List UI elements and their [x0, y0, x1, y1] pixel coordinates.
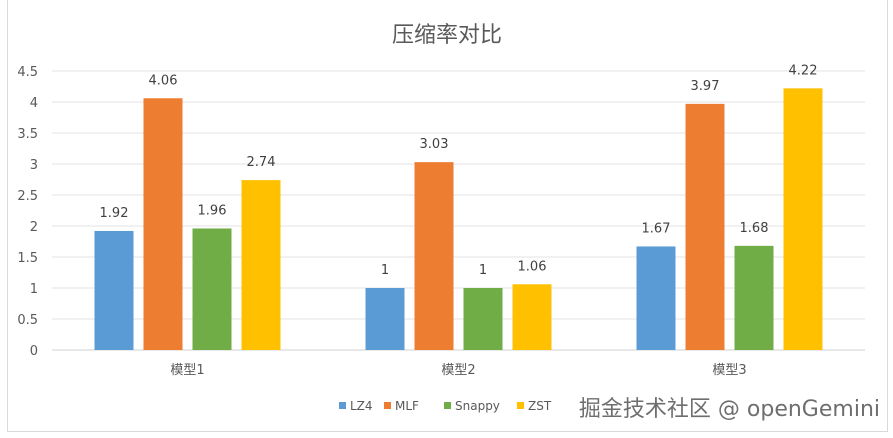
- chart-title: 压缩率对比: [392, 23, 502, 48]
- legend-label-lz4: LZ4: [350, 399, 373, 413]
- legend-label-zst: ZST: [528, 399, 552, 413]
- watermark: 掘金技术社区 @ openGemini: [579, 397, 880, 422]
- bar-mlf-1: [143, 98, 183, 350]
- chart-frame: [7, 0, 888, 432]
- y-tick-label: 4: [30, 96, 38, 111]
- bar-zst-1: [241, 180, 281, 350]
- y-tick-label: 0.5: [17, 313, 38, 328]
- y-tick-label: 2: [30, 220, 38, 235]
- data-label: 1.06: [518, 259, 547, 274]
- data-label: 3.03: [420, 137, 449, 152]
- bar-snappy-3: [734, 245, 774, 350]
- y-tick-label: 1: [30, 282, 38, 297]
- bar-lz4-2: [365, 288, 405, 350]
- legend-swatch-mlf: [384, 402, 391, 409]
- y-tick-label: 3.5: [17, 127, 38, 142]
- data-label: 4.06: [149, 73, 178, 88]
- data-label: 1.68: [740, 221, 769, 236]
- bar-lz4-3: [636, 246, 676, 350]
- y-tick-label: 0: [30, 344, 38, 359]
- bar-lz4-1: [94, 230, 134, 350]
- data-label: 1.96: [198, 203, 227, 218]
- legend-swatch-zst: [517, 402, 524, 409]
- legend-swatch-lz4: [339, 402, 346, 409]
- bar-mlf-2: [414, 162, 454, 350]
- x-tick-label: 模型1: [170, 363, 204, 378]
- data-label: 1.92: [100, 206, 129, 221]
- legend-label-mlf: MLF: [395, 399, 419, 413]
- bar-zst-3: [783, 88, 823, 351]
- legend-swatch-snappy: [444, 402, 451, 409]
- bar-snappy-2: [463, 288, 503, 350]
- data-label: 2.74: [247, 155, 276, 170]
- x-tick-label: 模型3: [712, 363, 746, 378]
- y-tick-label: 2.5: [17, 189, 38, 204]
- bar-snappy-1: [192, 228, 232, 350]
- y-tick-label: 4.5: [17, 65, 38, 80]
- legend-label-snappy: Snappy: [455, 399, 500, 413]
- bar-mlf-3: [685, 103, 725, 350]
- data-label: 3.97: [691, 79, 720, 94]
- bar-zst-2: [512, 284, 552, 350]
- data-label: 4.22: [789, 63, 818, 78]
- data-label: 1: [479, 263, 487, 278]
- y-tick-label: 1.5: [17, 251, 38, 266]
- data-label: 1: [381, 263, 389, 278]
- data-label: 1.67: [642, 221, 671, 236]
- x-tick-label: 模型2: [441, 363, 475, 378]
- y-tick-label: 3: [30, 158, 38, 173]
